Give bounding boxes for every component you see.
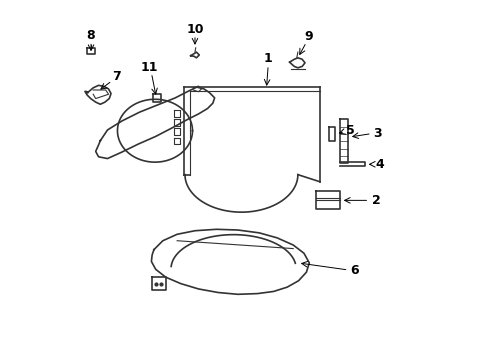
Text: 6: 6 bbox=[351, 264, 359, 277]
Text: 5: 5 bbox=[346, 124, 355, 137]
Text: 4: 4 bbox=[376, 158, 384, 171]
Text: 7: 7 bbox=[112, 70, 121, 83]
Text: 9: 9 bbox=[304, 30, 313, 43]
Text: 10: 10 bbox=[186, 23, 204, 36]
Text: 2: 2 bbox=[372, 194, 381, 207]
Text: 1: 1 bbox=[264, 52, 272, 65]
Text: 11: 11 bbox=[141, 61, 158, 74]
Text: 3: 3 bbox=[373, 127, 382, 140]
Text: 8: 8 bbox=[87, 29, 96, 42]
